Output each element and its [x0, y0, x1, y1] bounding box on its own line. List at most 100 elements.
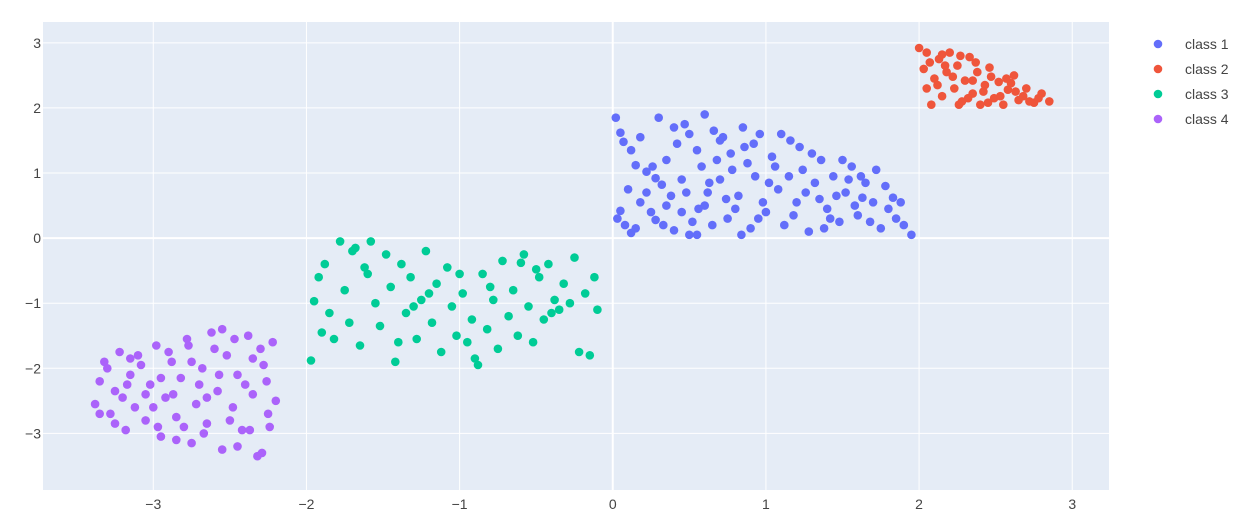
data-point[interactable] [723, 214, 732, 223]
data-point[interactable] [237, 425, 247, 435]
data-point[interactable] [868, 198, 878, 207]
data-point[interactable] [692, 145, 702, 155]
data-point[interactable] [996, 91, 1005, 101]
data-point[interactable] [168, 390, 178, 399]
data-point[interactable] [737, 230, 746, 240]
data-point[interactable] [666, 191, 676, 201]
data-point[interactable] [942, 67, 951, 77]
data-point[interactable] [233, 370, 242, 380]
data-point[interactable] [222, 351, 232, 360]
data-point[interactable] [240, 380, 250, 389]
data-point[interactable] [100, 357, 109, 367]
data-point[interactable] [694, 204, 703, 214]
data-point[interactable] [613, 214, 622, 223]
data-point[interactable] [243, 331, 253, 341]
data-point[interactable] [758, 198, 768, 207]
data-point[interactable] [945, 48, 954, 57]
data-point[interactable] [386, 282, 396, 292]
data-point[interactable] [815, 194, 824, 204]
data-point[interactable] [489, 295, 498, 305]
data-point[interactable] [199, 429, 209, 438]
data-point[interactable] [485, 282, 495, 292]
data-point[interactable] [976, 100, 985, 109]
data-point[interactable] [755, 129, 765, 139]
data-point[interactable] [642, 167, 651, 176]
data-point[interactable] [838, 155, 847, 165]
data-point[interactable] [259, 360, 268, 370]
data-point[interactable] [95, 377, 104, 386]
data-point[interactable] [956, 51, 965, 61]
data-point[interactable] [115, 347, 124, 357]
data-point[interactable] [90, 399, 100, 409]
data-point[interactable] [152, 341, 161, 350]
data-point[interactable] [473, 360, 483, 370]
data-point[interactable] [136, 360, 146, 370]
data-point[interactable] [980, 80, 990, 90]
data-point[interactable] [708, 220, 717, 230]
data-point[interactable] [907, 230, 916, 240]
data-point[interactable] [141, 416, 150, 425]
data-point[interactable] [325, 308, 334, 318]
data-point[interactable] [493, 344, 503, 354]
data-point[interactable] [822, 204, 832, 214]
data-point[interactable] [963, 93, 973, 103]
data-point[interactable] [636, 198, 645, 207]
data-point[interactable] [427, 318, 437, 328]
data-point[interactable] [265, 422, 275, 432]
data-point[interactable] [225, 416, 235, 425]
data-point[interactable] [937, 91, 947, 101]
data-point[interactable] [922, 84, 931, 93]
data-point[interactable] [986, 72, 996, 81]
data-point[interactable] [534, 272, 544, 282]
data-point[interactable] [233, 442, 242, 451]
data-point[interactable] [187, 357, 196, 367]
data-point[interactable] [470, 354, 480, 363]
data-point[interactable] [110, 419, 120, 428]
data-point[interactable] [734, 191, 743, 201]
data-point[interactable] [770, 162, 780, 171]
data-point[interactable] [213, 386, 222, 396]
data-point[interactable] [467, 315, 477, 324]
data-point[interactable] [187, 438, 196, 448]
data-point[interactable] [611, 113, 621, 122]
data-point[interactable] [712, 155, 722, 165]
data-point[interactable] [677, 207, 686, 217]
data-point[interactable] [161, 393, 170, 402]
data-point[interactable] [547, 308, 556, 318]
data-point[interactable] [776, 129, 786, 139]
data-point[interactable] [994, 77, 1003, 87]
data-point[interactable] [103, 364, 112, 373]
data-point[interactable] [574, 347, 584, 357]
data-point[interactable] [927, 100, 936, 109]
data-point[interactable] [585, 351, 595, 360]
data-point[interactable] [214, 370, 224, 380]
data-point[interactable] [825, 214, 835, 223]
data-point[interactable] [153, 422, 163, 432]
data-point[interactable] [816, 155, 826, 165]
data-point[interactable] [156, 432, 166, 441]
data-point[interactable] [463, 337, 472, 347]
data-point[interactable] [954, 100, 964, 109]
data-point[interactable] [979, 87, 988, 96]
data-point[interactable] [126, 354, 135, 363]
data-point[interactable] [516, 258, 526, 268]
data-point[interactable] [971, 58, 980, 67]
data-point[interactable] [636, 132, 645, 142]
data-point[interactable] [133, 351, 143, 360]
legend-item-class-1[interactable]: class 1 [1153, 36, 1229, 52]
data-point[interactable] [176, 373, 186, 383]
data-point[interactable] [531, 265, 541, 274]
data-point[interactable] [646, 207, 656, 217]
data-point[interactable] [320, 259, 330, 269]
data-point[interactable] [550, 295, 559, 305]
data-point[interactable] [539, 315, 549, 324]
data-point[interactable] [565, 298, 575, 308]
data-point[interactable] [559, 279, 568, 289]
data-point[interactable] [631, 160, 640, 170]
data-point[interactable] [508, 285, 518, 295]
data-point[interactable] [519, 250, 529, 259]
data-point[interactable] [417, 295, 426, 305]
data-point[interactable] [738, 123, 748, 132]
legend[interactable]: class 1 class 2 class 3 class 4 [1153, 36, 1229, 127]
data-point[interactable] [773, 185, 783, 194]
